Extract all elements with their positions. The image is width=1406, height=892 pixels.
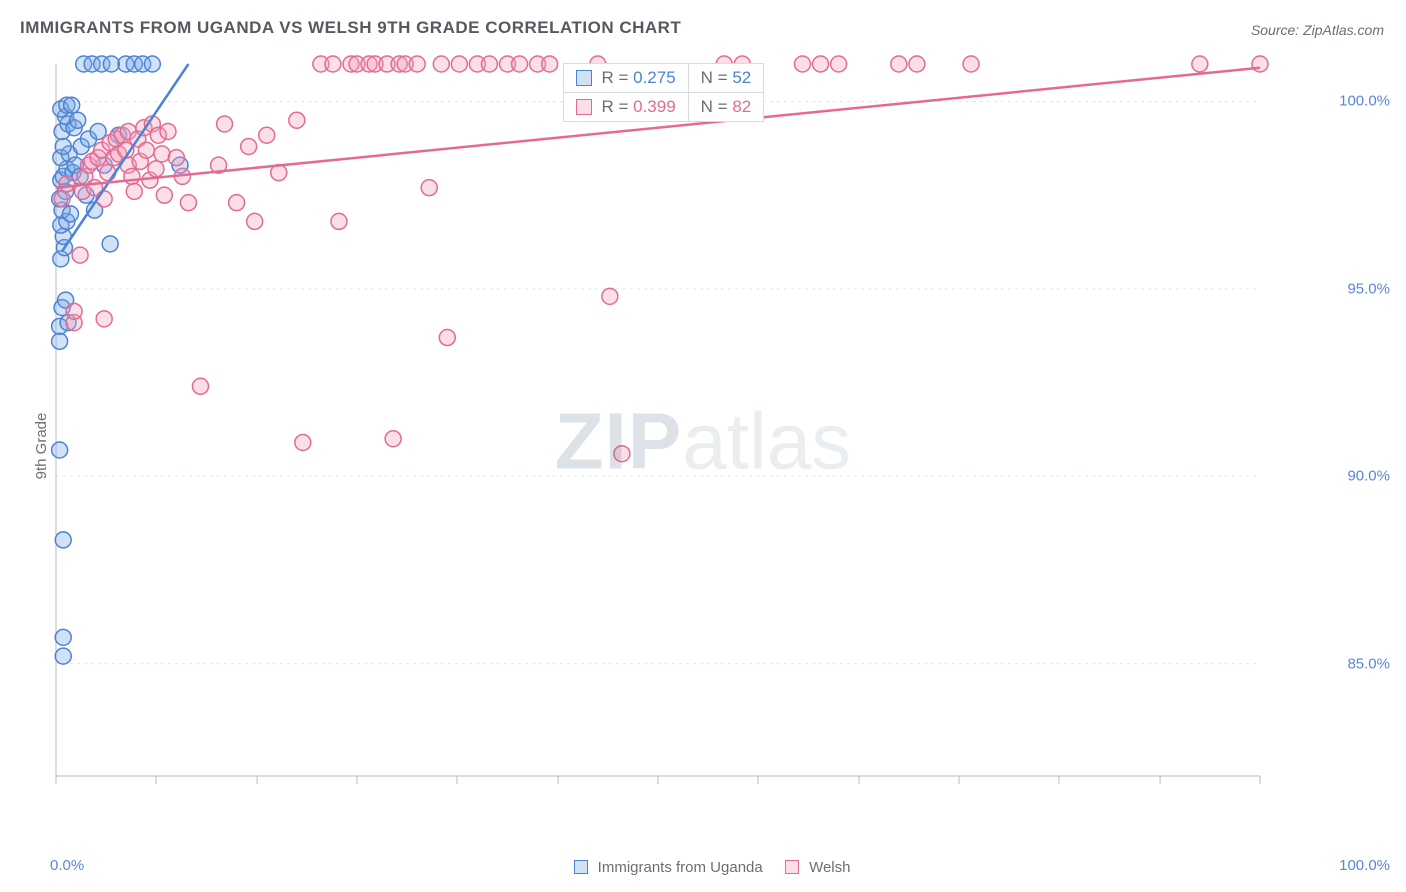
legend-swatch-uganda — [574, 860, 588, 874]
legend-label-uganda: Immigrants from Uganda — [598, 859, 763, 876]
source-name: ZipAtlas.com — [1303, 22, 1384, 38]
correlation-legend: R = 0.275N = 52 R = 0.399N = 82 — [563, 63, 764, 122]
chart-container: IMMIGRANTS FROM UGANDA VS WELSH 9TH GRAD… — [0, 0, 1406, 892]
y-tick-label: 90.0% — [1347, 468, 1390, 485]
source-prefix: Source: — [1251, 22, 1303, 38]
chart-title: IMMIGRANTS FROM UGANDA VS WELSH 9TH GRAD… — [20, 18, 681, 38]
scatter-plot-svg — [50, 52, 1350, 812]
y-tick-label: 100.0% — [1339, 93, 1390, 110]
legend-row-welsh: R = 0.399N = 82 — [564, 93, 764, 122]
legend-row-uganda: R = 0.275N = 52 — [564, 64, 764, 93]
y-tick-label: 85.0% — [1347, 655, 1390, 672]
y-tick-label: 95.0% — [1347, 280, 1390, 297]
source-attribution: Source: ZipAtlas.com — [1251, 22, 1384, 38]
legend-swatch-welsh — [785, 860, 799, 874]
y-axis-label: 9th Grade — [33, 413, 50, 480]
plot-area — [50, 52, 1350, 812]
legend-label-welsh: Welsh — [809, 859, 850, 876]
series-legend: Immigrants from Uganda Welsh — [0, 859, 1406, 876]
